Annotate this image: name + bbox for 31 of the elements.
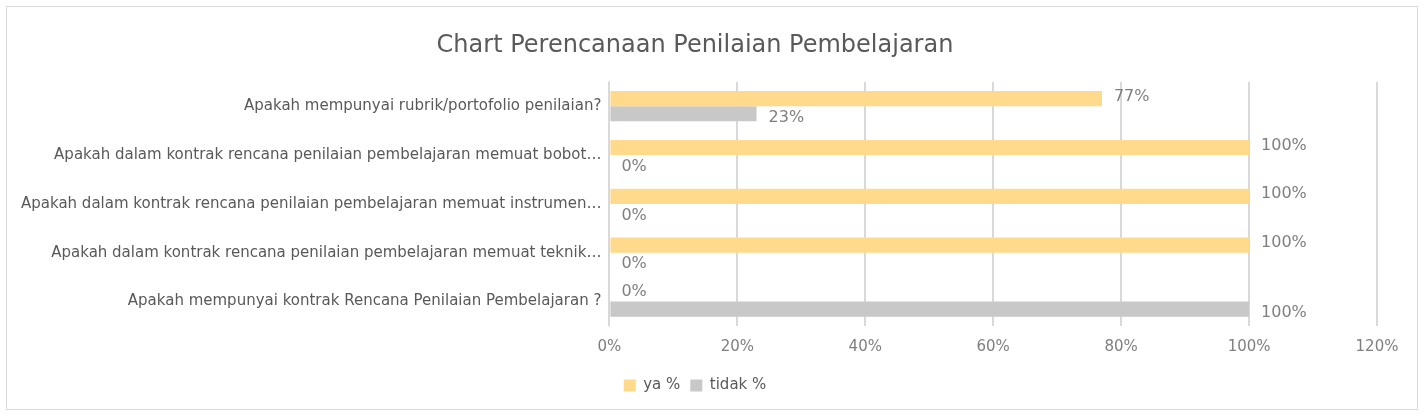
x-tick-label: 0%	[597, 336, 622, 355]
x-tick-label: 40%	[848, 336, 882, 355]
data-label: 0%	[621, 253, 647, 273]
data-label: 100%	[1261, 232, 1307, 252]
x-tick-label: 120%	[1355, 336, 1399, 355]
x-tick-label: 100%	[1227, 336, 1271, 355]
bar	[610, 91, 1102, 107]
data-label: 100%	[1261, 302, 1307, 322]
x-tick-label: 60%	[976, 336, 1010, 355]
data-label: 100%	[1261, 134, 1307, 154]
data-label: 0%	[621, 281, 647, 301]
legend-label: ya %	[643, 375, 681, 394]
data-label: 0%	[621, 155, 647, 175]
data-label: 77%	[1113, 85, 1150, 105]
bar	[610, 106, 757, 122]
data-label: 23%	[768, 106, 805, 126]
bar	[610, 301, 1250, 317]
bar	[610, 188, 1250, 204]
bar	[610, 237, 1250, 253]
y-tick-label: Apakah dalam kontrak rencana penilaian pembelajaran memuat teknik…	[51, 242, 602, 261]
legend-label: tidak %	[709, 375, 767, 394]
data-label: 100%	[1261, 183, 1307, 203]
x-tick-label: 80%	[1104, 336, 1138, 355]
y-tick-label: Apakah dalam kontrak rencana penilaian pembelajaran memuat bobot…	[54, 144, 602, 163]
chart-title: Chart Perencanaan Penilaian Pembelajaran	[436, 29, 954, 58]
y-tick-label: Apakah dalam kontrak rencana penilaian pembelajaran memuat instrumen…	[20, 193, 602, 212]
y-tick-label: Apakah mempunyai kontrak Rencana Penilaian Pembelajaran ?	[127, 291, 602, 310]
x-tick-label: 20%	[720, 336, 755, 355]
bar	[610, 139, 1250, 156]
data-label: 0%	[621, 204, 647, 224]
y-tick-label: Apakah mempunyai rubrik/portofolio penilaian?	[243, 96, 602, 115]
